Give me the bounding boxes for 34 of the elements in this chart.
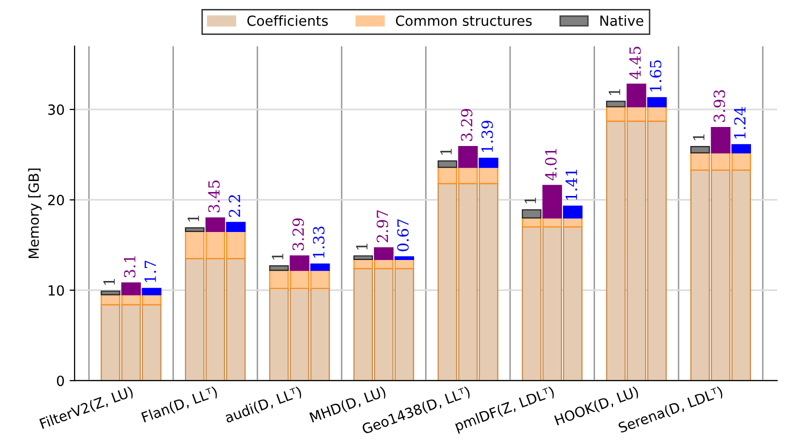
annotation: 1 — [692, 134, 704, 140]
annotation: 1 — [440, 148, 452, 155]
y-tick-label: 30 — [48, 104, 64, 115]
annotation: 1.24 — [734, 106, 746, 138]
annotation: 3.29 — [460, 109, 472, 141]
annotation: 1.41 — [566, 170, 578, 200]
annotation: 1.7 — [144, 260, 156, 282]
annotation: 3.1 — [124, 256, 136, 278]
annotation: 1.39 — [481, 120, 493, 152]
annotation: 4.01 — [545, 149, 557, 180]
annotation: 1 — [524, 198, 536, 204]
annotation: 1.65 — [650, 60, 662, 92]
annotation: 4.45 — [629, 46, 641, 80]
annotation: 1 — [103, 279, 115, 285]
annotation: 3.93 — [714, 90, 726, 122]
x-tick-label: Flan(D, LLᵀ) — [141, 386, 218, 424]
legend-label: Coefficients — [247, 15, 328, 26]
y-tick-label: 20 — [48, 194, 64, 206]
annotation: 1.33 — [312, 226, 324, 258]
legend-label: Native — [600, 15, 644, 26]
annotation: 1 — [272, 254, 284, 260]
x-tick-label: audi(D, LLᵀ) — [224, 386, 303, 425]
annotation: 1 — [608, 89, 620, 95]
y-tick-label: 10 — [48, 285, 64, 296]
annotation: 3.45 — [208, 180, 220, 212]
annotation: 1 — [188, 216, 199, 222]
annotation: 0.67 — [397, 219, 409, 252]
y-axis-title: Memory [GB] — [28, 168, 42, 258]
y-tick-label: 0 — [56, 376, 64, 386]
annotation: 2.97 — [376, 210, 388, 242]
annotation: 2.2 — [228, 195, 240, 217]
annotation: 1 — [356, 244, 368, 250]
legend-label: Common structures — [396, 15, 532, 26]
annotation: 3.29 — [292, 218, 304, 250]
